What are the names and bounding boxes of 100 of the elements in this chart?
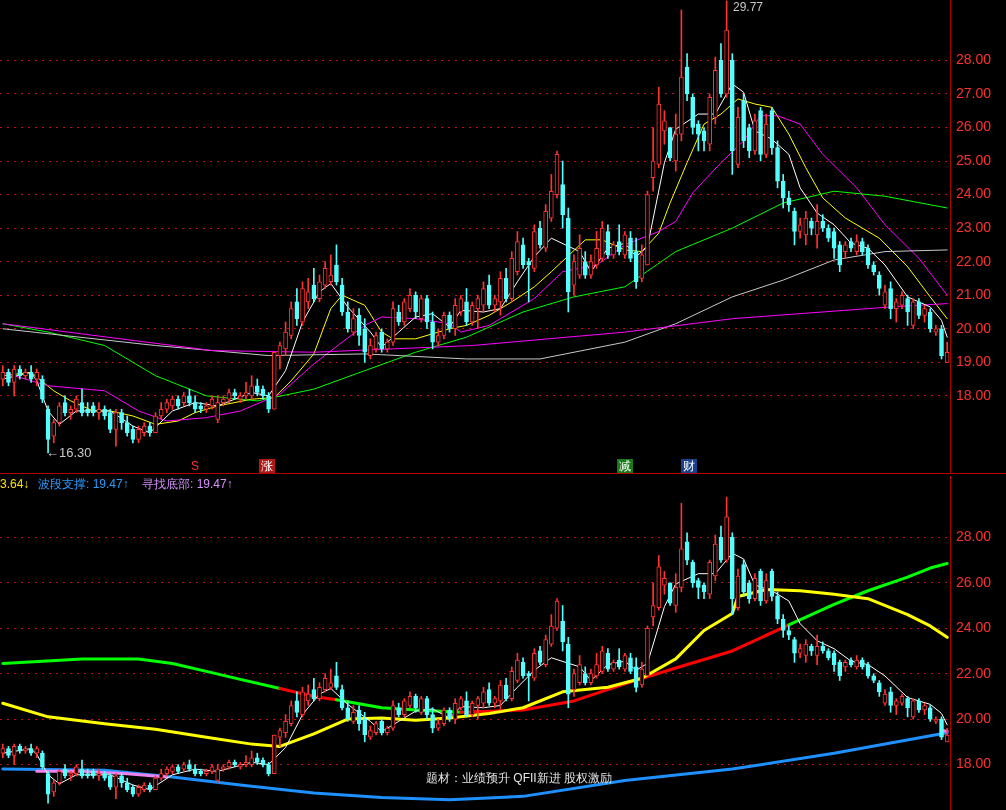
- candlestick: [826, 224, 831, 242]
- candlestick: [526, 257, 532, 303]
- candlestick: [385, 338, 390, 353]
- y-tick-label: 23.00: [956, 218, 992, 235]
- candlestick: [447, 311, 452, 333]
- candlestick: [283, 714, 288, 738]
- y-tick-label: 25.00: [956, 151, 992, 168]
- annotation: 寻找底部: 19.47↑: [142, 477, 233, 491]
- candlestick: [888, 281, 893, 320]
- candlestick: [809, 217, 814, 236]
- candlestick: [266, 392, 271, 413]
- candlestick: [577, 234, 582, 279]
- candlestick: [775, 140, 780, 189]
- candlestick: [85, 402, 90, 417]
- annotation: 29.77: [733, 0, 764, 14]
- candlestick: [232, 759, 237, 768]
- candlestick: [74, 395, 79, 413]
- candlestick: [136, 425, 141, 444]
- annotation: 减: [617, 459, 633, 473]
- candlestick: [187, 388, 192, 407]
- candlestick: [68, 405, 74, 420]
- y-tick-label: 21.00: [956, 286, 992, 303]
- candlestick: [249, 375, 254, 400]
- candlestick: [939, 716, 944, 740]
- candlestick: [119, 773, 124, 788]
- candlestick: [23, 746, 28, 754]
- annotation: 涨: [259, 459, 275, 473]
- candlestick: [238, 392, 243, 403]
- candlestick: [368, 338, 373, 360]
- annotation: S: [191, 459, 200, 473]
- y-tick-label: 18.00: [956, 755, 992, 772]
- candlestick: [577, 655, 582, 686]
- candlestick: [136, 784, 141, 797]
- candlestick: [724, 0, 729, 98]
- candlestick: [243, 755, 249, 768]
- candlestick: [662, 110, 667, 145]
- candlestick: [809, 643, 814, 656]
- y-tick-label: 18.00: [956, 386, 992, 403]
- candlestick: [23, 368, 28, 380]
- candlestick: [526, 671, 532, 702]
- candlestick: [102, 405, 107, 420]
- candlestick: [775, 591, 780, 625]
- candlestick: [368, 725, 373, 740]
- y-tick-label: 20.00: [956, 709, 992, 726]
- candlestick: [57, 768, 62, 786]
- annotation: 题材：业绩预升 QFII新进 股权激励: [426, 771, 612, 785]
- candlestick: [170, 764, 175, 774]
- candlestick: [758, 107, 763, 162]
- candlestick: [300, 686, 305, 718]
- candlestick: [413, 693, 418, 713]
- annotation: 波段支撑: 19.47↑: [38, 477, 129, 491]
- y-tick-label: 24.00: [956, 185, 992, 202]
- candlestick: [549, 614, 554, 647]
- candlestick: [888, 686, 893, 713]
- candlestick: [40, 375, 45, 403]
- candlestick: [283, 321, 288, 356]
- candlestick: [334, 244, 339, 286]
- candlestick: [628, 652, 633, 674]
- candlestick: [334, 661, 339, 690]
- candlestick: [560, 605, 565, 652]
- candlestick: [922, 702, 927, 715]
- candlestick: [594, 652, 599, 679]
- candlestick: [498, 680, 503, 711]
- candlestick: [464, 288, 469, 326]
- candlestick: [860, 657, 865, 670]
- candlestick: [905, 696, 910, 718]
- candlestick: [481, 686, 486, 709]
- candlestick: [96, 768, 102, 781]
- candlestick: [40, 750, 45, 770]
- candlestick: [741, 93, 746, 148]
- candlestick: [85, 768, 90, 779]
- candlestick: [543, 634, 549, 668]
- candlestick: [249, 750, 254, 768]
- y-tick-label: 27.00: [956, 84, 992, 101]
- candlestick: [741, 559, 746, 597]
- candlestick: [74, 764, 79, 777]
- candlestick: [221, 395, 226, 407]
- y-tick-label: 22.00: [956, 664, 992, 681]
- candlestick: [464, 691, 469, 718]
- candlestick: [860, 237, 865, 256]
- y-tick-label: 28.00: [956, 51, 992, 68]
- candlestick: [532, 648, 537, 681]
- candlestick: [594, 231, 599, 269]
- candlestick: [238, 761, 243, 770]
- candlestick: [549, 174, 554, 222]
- candlestick: [413, 291, 418, 320]
- candlestick: [396, 702, 401, 718]
- candlestick: [876, 680, 882, 697]
- y-tick-label: 19.00: [956, 353, 992, 370]
- candlestick: [187, 759, 192, 772]
- candlestick: [317, 274, 322, 303]
- candlestick: [232, 388, 237, 400]
- annotation: 3.64↓: [0, 477, 30, 491]
- candlestick: [119, 408, 124, 430]
- candlestick: [826, 648, 831, 661]
- candlestick: [843, 659, 848, 672]
- candlestick: [481, 281, 486, 313]
- candlestick: [351, 705, 356, 724]
- candlestick: [351, 308, 356, 336]
- candlestick: [57, 402, 62, 427]
